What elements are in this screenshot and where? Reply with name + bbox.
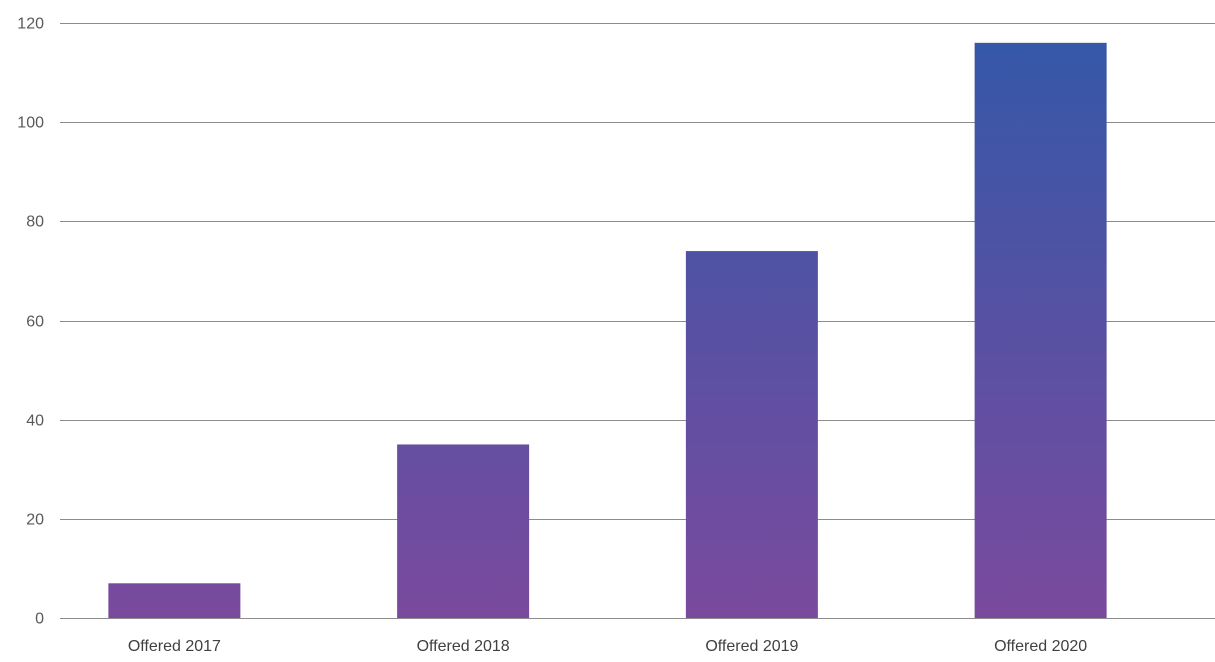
bar-offered-2018	[397, 444, 530, 618]
bar-offered-2019	[685, 251, 818, 619]
y-tick-label: 40	[26, 413, 44, 430]
bars	[108, 42, 1107, 619]
x-category-label: Offered 2020	[994, 638, 1087, 655]
y-tick-label: 120	[17, 16, 44, 33]
gridlines	[60, 23, 1215, 619]
y-tick-label: 100	[17, 115, 44, 132]
y-tick-label: 0	[35, 611, 44, 628]
y-tick-label: 60	[26, 314, 44, 331]
bar-offered-2020	[974, 42, 1107, 619]
y-tick-label: 20	[26, 512, 44, 529]
x-axis-category-labels: Offered 2017 Offered 2018 Offered 2019 Offe…	[128, 638, 1087, 655]
x-category-label: Offered 2018	[417, 638, 510, 655]
bar-offered-2017	[108, 583, 241, 618]
y-tick-label: 80	[26, 214, 44, 231]
y-axis-tick-labels: 0 20 40 60 80 100 120	[17, 16, 44, 628]
x-category-label: Offered 2019	[705, 638, 798, 655]
x-category-label: Offered 2017	[128, 638, 221, 655]
